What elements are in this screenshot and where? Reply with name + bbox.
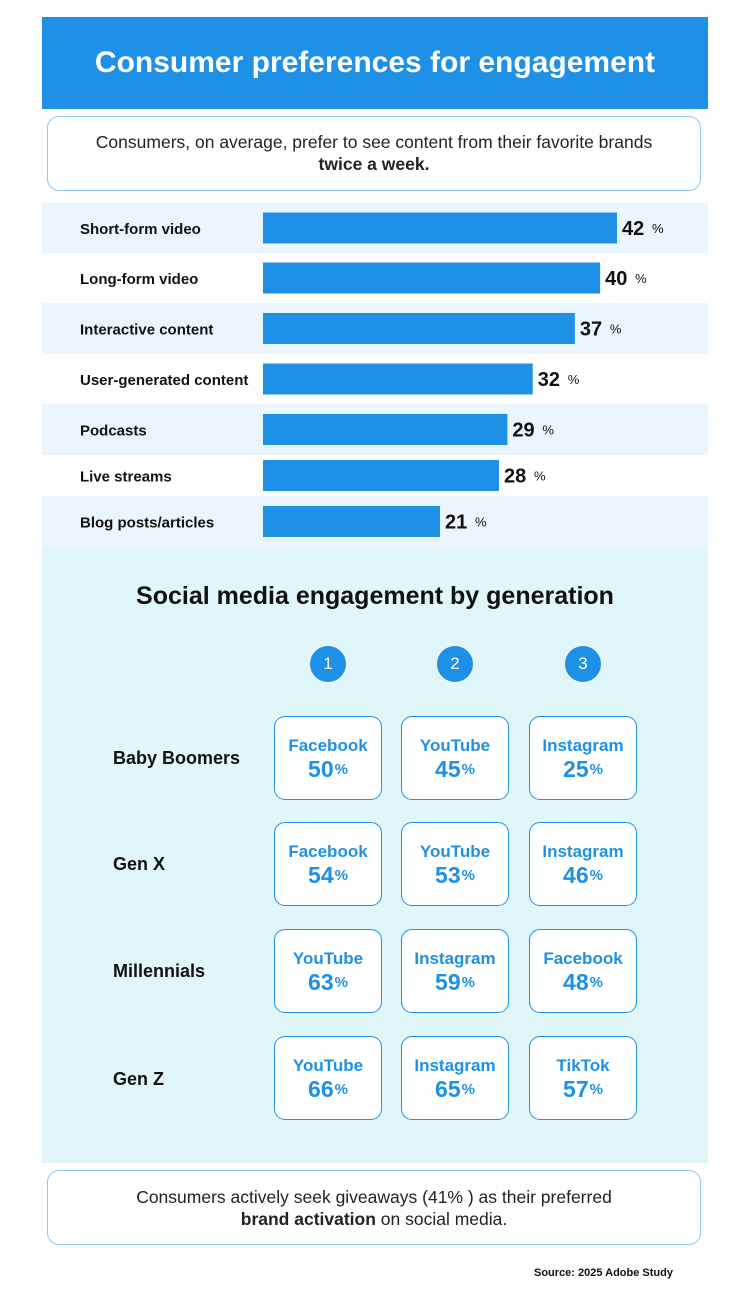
bar bbox=[263, 414, 508, 445]
value-unit: % bbox=[568, 372, 580, 387]
percent-sign: % bbox=[461, 867, 475, 884]
platform-percent: 53 bbox=[435, 862, 461, 888]
platform-name: Facebook bbox=[288, 736, 368, 755]
percent-sign: % bbox=[589, 761, 603, 778]
category-label: Live streams bbox=[80, 469, 172, 486]
bar bbox=[263, 313, 575, 344]
frequency-callout-emphasis: twice a week. bbox=[318, 154, 430, 174]
giveaway-callout-emphasis: brand activation bbox=[240, 1209, 376, 1229]
generation-section-title: Social media engagement by generation bbox=[136, 582, 614, 610]
platform-card: Facebook 50% bbox=[274, 716, 382, 800]
percent-sign: % bbox=[334, 1081, 348, 1098]
platform-name: Instagram bbox=[414, 949, 496, 968]
percent-sign: % bbox=[461, 1081, 475, 1098]
platform-card: Facebook 54% bbox=[274, 822, 382, 906]
value-label: 29 bbox=[512, 420, 534, 442]
platform-card: Instagram 59% bbox=[401, 929, 509, 1013]
percent-sign: % bbox=[334, 974, 348, 991]
platform-percent: 65 bbox=[435, 1076, 461, 1102]
value-label: 32 bbox=[538, 369, 560, 391]
platform-card: Instagram 65% bbox=[401, 1036, 509, 1120]
percent-sign: % bbox=[461, 761, 475, 778]
value-label: 40 bbox=[605, 268, 627, 290]
source-note: Source: 2025 Adobe Study bbox=[534, 1267, 673, 1279]
platform-card: YouTube 53% bbox=[401, 822, 509, 906]
platform-percent: 46 bbox=[563, 862, 589, 888]
platform-name: Facebook bbox=[543, 949, 623, 968]
platform-card: YouTube 63% bbox=[274, 929, 382, 1013]
category-label: Blog posts/articles bbox=[80, 515, 214, 532]
value-unit: % bbox=[475, 515, 487, 530]
rank-2-badge: 2 bbox=[437, 646, 473, 682]
category-label: Short-form video bbox=[80, 221, 201, 238]
platform-name: YouTube bbox=[419, 842, 491, 861]
platform-percent: 57 bbox=[563, 1076, 589, 1102]
rank-3-badge: 3 bbox=[565, 646, 601, 682]
bar bbox=[263, 262, 601, 294]
frequency-callout-text: Consumers, on average, prefer to see con… bbox=[95, 132, 653, 152]
percent-sign: % bbox=[589, 1081, 603, 1098]
page-title: Consumer preferences for engagement bbox=[94, 46, 656, 79]
platform-card: TikTok 57% bbox=[529, 1036, 637, 1120]
value-unit: % bbox=[635, 271, 647, 286]
percent-sign: % bbox=[461, 974, 475, 991]
value-unit: % bbox=[534, 469, 546, 484]
percent-sign: % bbox=[589, 974, 603, 991]
category-label: Interactive content bbox=[80, 322, 213, 339]
bar bbox=[263, 506, 440, 537]
platform-percent: 48 bbox=[563, 969, 589, 995]
content-preference-bar-chart: Short-form video 42 % Long-form video 40 % Int… bbox=[42, 203, 708, 547]
frequency-callout: Consumers, on average, prefer to see con… bbox=[47, 116, 701, 191]
generation-label-gen-x: Gen X bbox=[113, 854, 166, 874]
giveaway-callout-suffix: on social media. bbox=[375, 1209, 508, 1229]
value-label: 21 bbox=[445, 512, 467, 534]
platform-card: Instagram 46% bbox=[529, 822, 637, 906]
value-label: 28 bbox=[504, 466, 526, 488]
platform-name: Facebook bbox=[288, 842, 368, 861]
platform-name: YouTube bbox=[292, 949, 364, 968]
category-label: Podcasts bbox=[80, 423, 147, 440]
giveaway-callout: Consumers actively seek giveaways (41% )… bbox=[47, 1170, 701, 1245]
category-label: User-generated content bbox=[80, 372, 248, 389]
platform-percent: 54 bbox=[308, 862, 334, 888]
value-unit: % bbox=[542, 423, 554, 438]
generation-label-millennials: Millennials bbox=[113, 961, 206, 981]
platform-name: Instagram bbox=[414, 1056, 496, 1075]
value-label: 42 bbox=[622, 218, 644, 240]
giveaway-callout-text: Consumers actively seek giveaways (41% )… bbox=[136, 1187, 612, 1207]
platform-percent: 59 bbox=[435, 969, 461, 995]
value-unit: % bbox=[652, 221, 664, 236]
platform-name: TikTok bbox=[556, 1056, 610, 1075]
platform-percent: 66 bbox=[308, 1076, 334, 1102]
platform-card: YouTube 66% bbox=[274, 1036, 382, 1120]
platform-percent: 25 bbox=[563, 756, 589, 782]
platform-name: YouTube bbox=[419, 736, 491, 755]
platform-card: YouTube 45% bbox=[401, 716, 509, 800]
platform-name: YouTube bbox=[292, 1056, 364, 1075]
percent-sign: % bbox=[334, 867, 348, 884]
bar bbox=[263, 460, 499, 491]
value-unit: % bbox=[610, 322, 622, 337]
platform-card: Facebook 48% bbox=[529, 929, 637, 1013]
value-label: 37 bbox=[580, 319, 602, 341]
generation-label-baby-boomers: Baby Boomers bbox=[113, 748, 241, 768]
platform-percent: 63 bbox=[308, 969, 334, 995]
platform-card: Instagram 25% bbox=[529, 716, 637, 800]
percent-sign: % bbox=[334, 761, 348, 778]
bar bbox=[263, 212, 617, 244]
page-header: Consumer preferences for engagement bbox=[42, 17, 708, 109]
platform-percent: 45 bbox=[435, 756, 461, 782]
percent-sign: % bbox=[589, 867, 603, 884]
platform-name: Instagram bbox=[542, 736, 624, 755]
platform-name: Instagram bbox=[542, 842, 624, 861]
platform-percent: 50 bbox=[308, 756, 334, 782]
category-label: Long-form video bbox=[80, 271, 198, 288]
generation-label-gen-z: Gen Z bbox=[113, 1069, 165, 1089]
rank-1-badge: 1 bbox=[310, 646, 346, 682]
bar bbox=[263, 363, 533, 395]
